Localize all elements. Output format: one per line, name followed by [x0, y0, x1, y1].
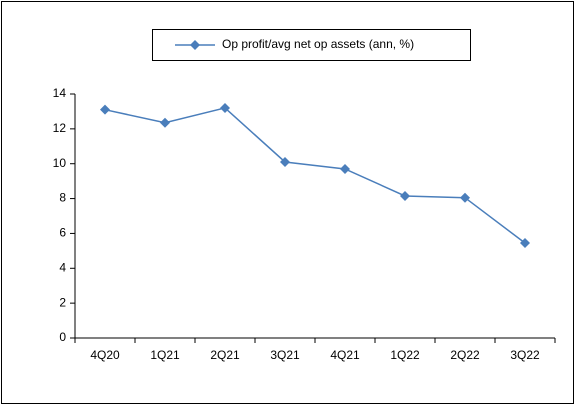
- x-tick-label: 2Q22: [450, 348, 480, 362]
- point-marker: [340, 163, 350, 174]
- legend-label: Op profit/avg net op assets (ann, %): [222, 37, 414, 51]
- y-tick-label: 10: [53, 156, 67, 170]
- point-marker: [460, 192, 470, 203]
- x-tick-label: 1Q22: [390, 348, 420, 362]
- x-tick-label: 3Q22: [510, 348, 540, 362]
- y-tick-label: 2: [59, 295, 66, 309]
- series-line: [104, 107, 526, 244]
- y-tick-label: 12: [53, 121, 67, 135]
- x-tick-label: 3Q21: [270, 348, 300, 362]
- point-marker: [100, 104, 110, 115]
- point-marker: [220, 102, 230, 113]
- y-tick-label: 6: [59, 226, 66, 240]
- point-marker: [160, 117, 170, 128]
- y-tick-label: 8: [59, 191, 66, 205]
- point-marker: [280, 156, 290, 167]
- point-marker: [400, 190, 410, 201]
- x-tick-label: 4Q20: [90, 348, 120, 362]
- y-tick-label: 0: [59, 330, 66, 344]
- x-tick-label: 1Q21: [150, 348, 180, 362]
- y-tick-label: 4: [59, 260, 66, 274]
- point-marker: [520, 238, 530, 249]
- x-tick-label: 4Q21: [330, 348, 360, 362]
- legend-marker: [190, 40, 200, 50]
- x-tick-label: 2Q21: [210, 348, 240, 362]
- y-tick-label: 14: [53, 86, 67, 100]
